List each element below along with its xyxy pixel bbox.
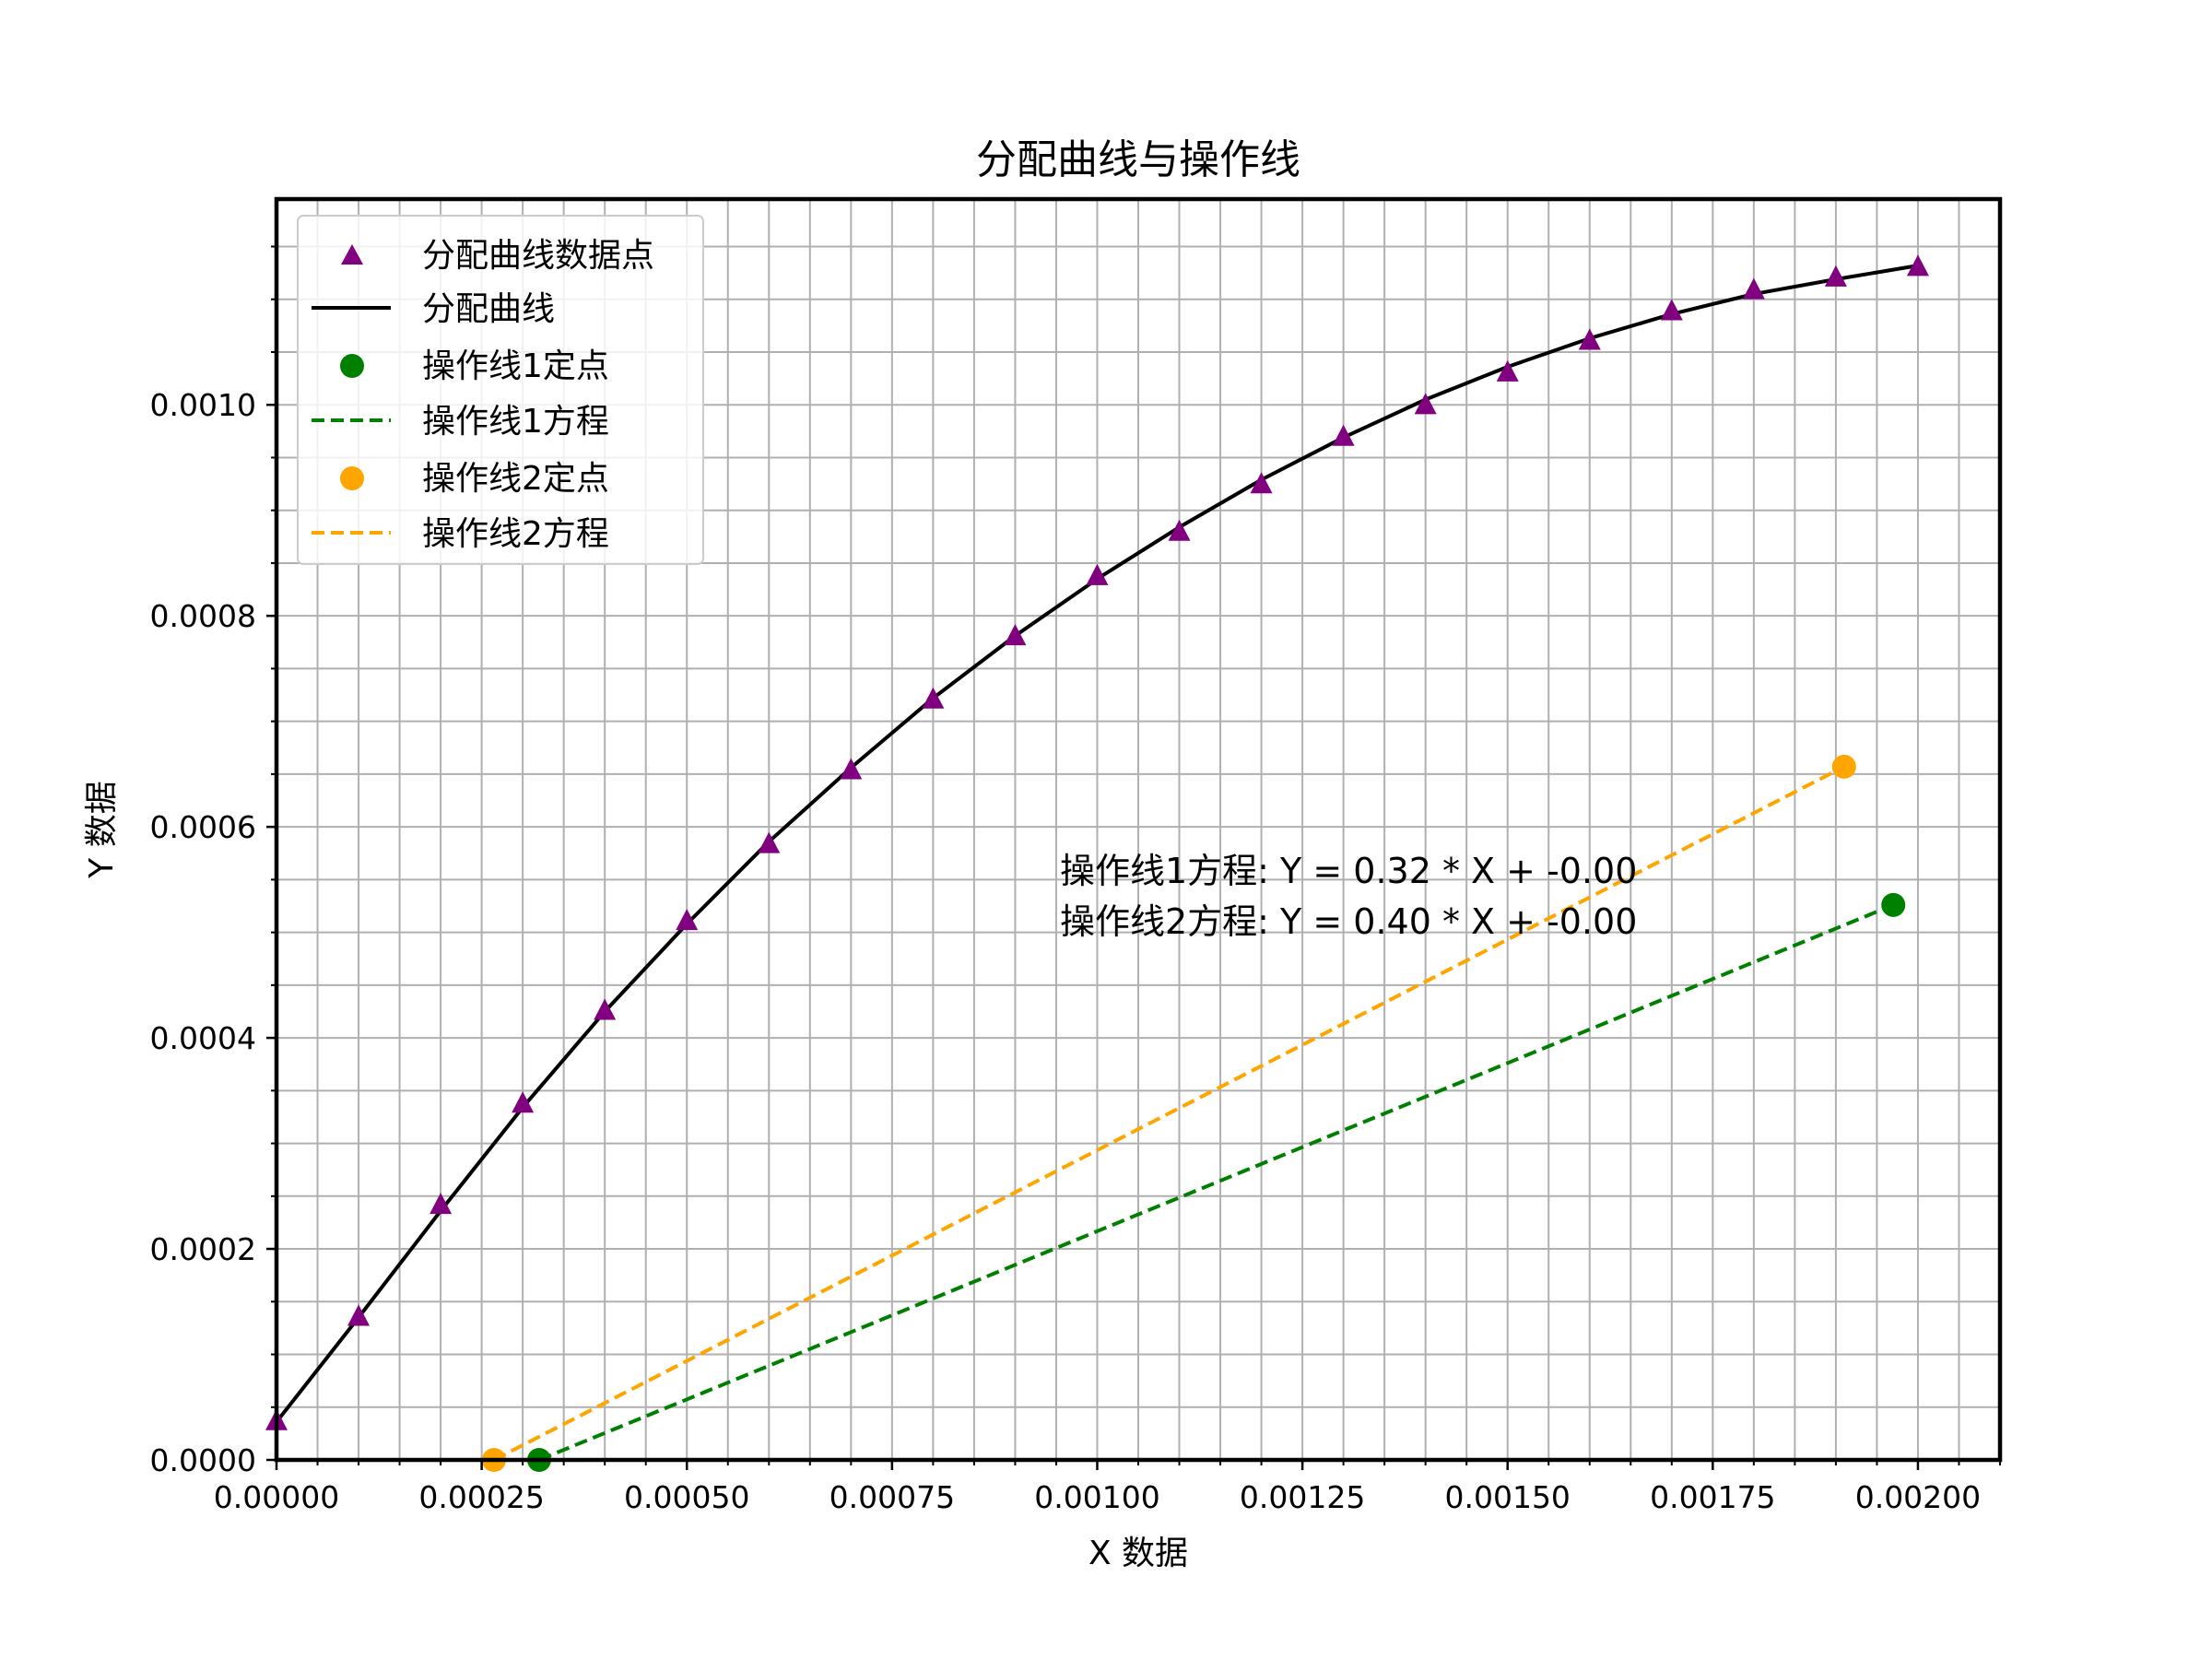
- circle-marker-icon: [340, 354, 364, 378]
- legend-item: 操作线1定点: [340, 347, 609, 385]
- data-point-triangle: [1004, 624, 1027, 646]
- data-point-triangle: [1414, 393, 1437, 415]
- x-tick-label: 0.00000: [214, 1479, 339, 1515]
- legend-label: 操作线2定点: [422, 460, 609, 498]
- data-point-triangle: [347, 1304, 371, 1326]
- data-point-triangle: [1496, 359, 1519, 382]
- legend-label: 分配曲线: [422, 290, 555, 328]
- data-point-triangle: [429, 1193, 453, 1215]
- y-tick-label: 0.0000: [150, 1442, 256, 1478]
- series-dashed-operating-line: [493, 765, 1845, 1462]
- chart-title: 分配曲线与操作线: [976, 136, 1300, 183]
- data-point-triangle: [922, 687, 945, 709]
- data-point-triangle: [594, 998, 617, 1020]
- legend-item: 操作线2方程: [312, 515, 609, 553]
- y-tick-label: 0.0010: [150, 387, 256, 423]
- legend-label: 操作线1方程: [422, 403, 609, 441]
- plot-area: [265, 254, 1929, 1472]
- data-point-triangle: [840, 758, 863, 780]
- legend: 分配曲线数据点 分配曲线 操作线1定点 操作线1方程 操作线2定点 操作线2方程: [297, 215, 704, 565]
- x-tick-label: 0.00175: [1650, 1479, 1775, 1515]
- y-axis-label: Y 数据: [83, 781, 121, 878]
- legend-label: 分配曲线数据点: [422, 237, 654, 275]
- y-tick-label: 0.0006: [150, 809, 256, 845]
- data-point-circle: [1881, 892, 1906, 917]
- x-tick-label: 0.00150: [1444, 1479, 1570, 1515]
- series-dashed-operating-line: [538, 903, 1894, 1462]
- data-point-circle: [1831, 754, 1856, 779]
- data-point-triangle: [1824, 265, 1847, 287]
- x-tick-label: 0.00075: [830, 1479, 955, 1515]
- annotation-line2-equation: 操作线2方程: Y = 0.40 * X + -0.00: [1060, 901, 1637, 942]
- triangle-marker-icon: [341, 244, 363, 265]
- x-tick-label: 0.00100: [1034, 1479, 1159, 1515]
- data-point-triangle: [1086, 563, 1109, 585]
- x-axis: 0.00000 0.00025 0.00050 0.00075 0.00100 0.001…: [214, 1460, 2001, 1515]
- legend-label: 操作线1定点: [422, 347, 609, 385]
- x-axis-label: X 数据: [1088, 1535, 1188, 1572]
- data-point-triangle: [758, 831, 781, 853]
- y-tick-label: 0.0008: [150, 598, 256, 634]
- legend-item: 操作线2定点: [340, 460, 609, 498]
- x-tick-label: 0.00025: [418, 1479, 544, 1515]
- circle-marker-icon: [340, 466, 364, 490]
- y-axis: 0.0000 0.0002 0.0004 0.0006 0.0008 0.0010: [150, 245, 276, 1478]
- legend-item: 分配曲线数据点: [341, 237, 654, 275]
- data-point-triangle: [1250, 472, 1273, 494]
- legend-box: [297, 215, 704, 565]
- x-tick-label: 0.00125: [1240, 1479, 1365, 1515]
- y-tick-label: 0.0002: [150, 1231, 256, 1267]
- data-point-triangle: [676, 909, 699, 931]
- y-tick-label: 0.0004: [150, 1020, 256, 1056]
- data-point-triangle: [1578, 328, 1601, 350]
- annotation-line1-equation: 操作线1方程: Y = 0.32 * X + -0.00: [1060, 851, 1637, 891]
- data-point-triangle: [1906, 254, 1929, 276]
- x-tick-label: 0.00200: [1855, 1479, 1981, 1515]
- legend-item: 操作线1方程: [312, 403, 609, 441]
- x-tick-label: 0.00050: [624, 1479, 749, 1515]
- data-point-triangle: [1332, 424, 1355, 446]
- data-point-triangle: [1660, 299, 1683, 321]
- data-point-triangle: [512, 1091, 535, 1113]
- data-point-triangle: [1168, 519, 1191, 541]
- data-point-triangle: [1742, 277, 1765, 300]
- legend-item: 分配曲线: [312, 290, 555, 328]
- legend-label: 操作线2方程: [422, 515, 609, 553]
